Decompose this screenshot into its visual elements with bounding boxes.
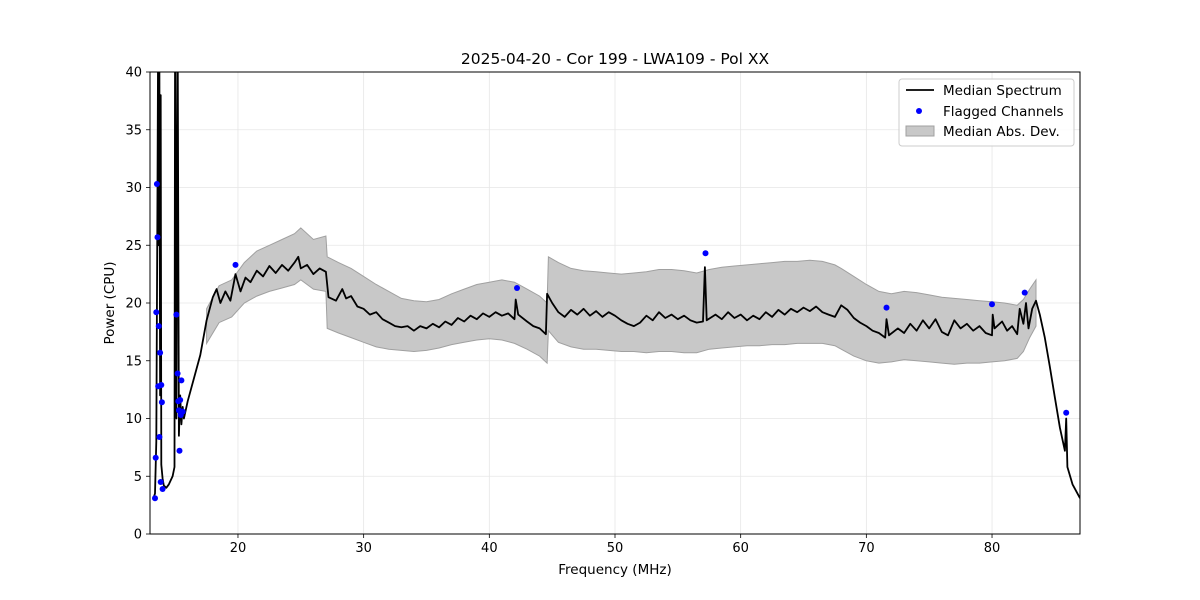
flagged-channel-point (176, 447, 183, 454)
x-axis-label: Frequency (MHz) (558, 562, 671, 578)
legend-mad-label: Median Abs. Dev. (943, 124, 1060, 140)
flagged-channel-point (989, 301, 995, 308)
x-tick-label: 70 (858, 541, 875, 556)
flagged-channel-point (232, 261, 239, 268)
flagged-channel-point (157, 479, 164, 485)
legend-flagged-swatch (916, 108, 922, 114)
x-tick-label: 40 (481, 541, 498, 556)
legend-mad-swatch (905, 125, 935, 137)
flagged-channel-point (154, 234, 161, 241)
flagged-channel-point (173, 311, 180, 318)
median-line-layer (152, 72, 1080, 499)
x-tick-label: 60 (732, 541, 749, 556)
legend: Median Spectrum Flagged Channels Median … (898, 78, 1075, 147)
x-tick-label: 50 (607, 541, 624, 556)
y-tick-label: 25 (125, 239, 142, 254)
flagged-channel-point (152, 495, 158, 502)
y-axis-ticks: 0 5 10 15 20 25 30 35 40 (125, 66, 150, 543)
flagged-channel-point (158, 399, 165, 406)
flagged-points-layer (152, 181, 1070, 502)
flagged-channel-point (178, 377, 185, 384)
flagged-channel-point (514, 285, 520, 291)
y-tick-label: 20 (125, 297, 142, 312)
y-tick-label: 15 (125, 354, 142, 369)
x-tick-label: 80 (984, 541, 1001, 556)
y-tick-label: 0 (134, 528, 142, 543)
y-tick-label: 10 (125, 412, 142, 427)
flagged-channel-point (177, 397, 184, 403)
y-axis-label: Power (CPU) (102, 261, 118, 344)
flagged-channel-point (1063, 409, 1070, 416)
x-tick-label: 20 (230, 541, 247, 556)
legend-box (898, 78, 1075, 147)
y-tick-label: 40 (125, 66, 142, 81)
chart-title: 2025-04-20 - Cor 199 - LWA109 - Pol XX (461, 50, 770, 68)
x-tick-label: 30 (355, 541, 372, 556)
flagged-channel-point (158, 382, 165, 388)
flagged-channel-point (152, 454, 159, 461)
flagged-channel-point (153, 309, 160, 316)
flagged-channel-point (153, 181, 160, 187)
flagged-channel-point (156, 434, 163, 440)
legend-median-label: Median Spectrum (943, 83, 1062, 99)
x-axis-ticks: 20 30 40 50 60 70 80 (230, 534, 1001, 556)
flagged-channel-point (1021, 289, 1028, 296)
flagged-channel-point (174, 370, 181, 377)
median-spectrum-line (152, 72, 1080, 499)
y-tick-label: 5 (134, 470, 142, 485)
legend-flagged-label: Flagged Channels (943, 104, 1064, 120)
y-tick-label: 35 (125, 123, 142, 138)
flagged-channel-point (179, 408, 186, 415)
flagged-channel-point (155, 323, 162, 330)
flagged-channel-point (157, 349, 164, 356)
flagged-channel-point (159, 486, 166, 492)
flagged-channel-point (702, 250, 709, 257)
y-tick-label: 30 (125, 181, 142, 196)
flagged-channel-point (883, 304, 890, 311)
